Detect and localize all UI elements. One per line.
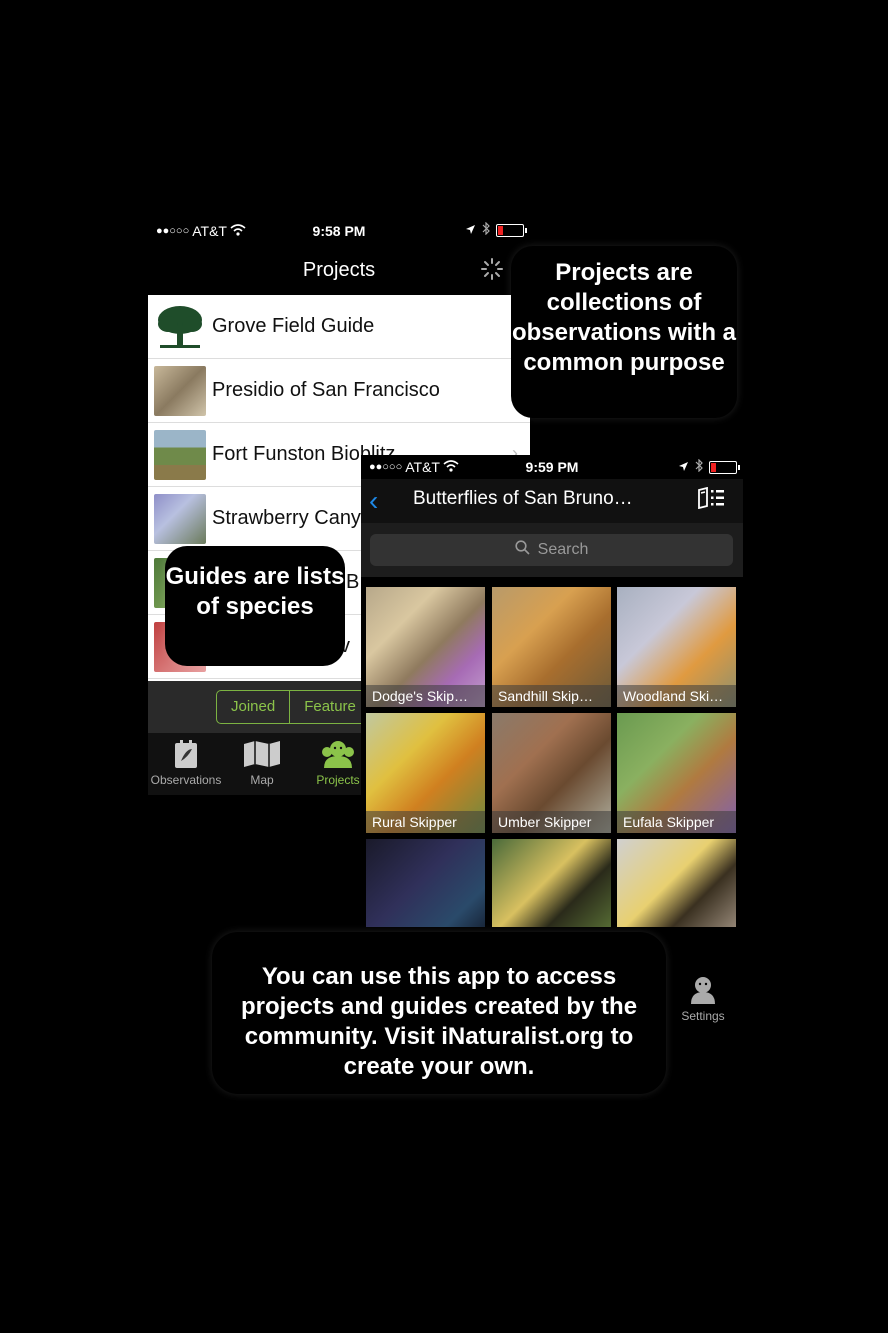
species-tile[interactable]: Sandhill Skip…: [492, 587, 611, 707]
search-icon: [515, 540, 530, 560]
tab-label: Settings: [681, 1009, 725, 1023]
project-label: Grove Field Guide: [212, 315, 375, 337]
project-label: v: [340, 635, 350, 657]
tab-map[interactable]: Map: [222, 739, 302, 787]
project-label: Strawberry Cany: [212, 507, 361, 529]
search-bar: Search: [361, 523, 743, 577]
nav-bar: Projects: [148, 247, 530, 295]
battery-icon: [496, 223, 527, 237]
bluetooth-icon: [695, 458, 703, 475]
bluetooth-icon: [482, 221, 490, 238]
people-icon: [298, 739, 378, 769]
project-label: B: [346, 571, 360, 593]
signal-icon: ●●○○○: [156, 225, 190, 237]
species-name: Woodland Ski…: [617, 685, 736, 707]
nav-bar: ‹ Butterflies of San Bruno…: [361, 479, 743, 523]
back-chevron-icon[interactable]: ‹: [369, 485, 379, 516]
tab-settings[interactable]: Settings: [663, 975, 743, 1023]
status-time: 9:58 PM: [312, 223, 366, 239]
species-tile[interactable]: Rural Skipper: [366, 713, 485, 833]
segmented-control: Joined Feature: [216, 690, 371, 724]
species-name: Dodge's Skip…: [366, 685, 485, 707]
person-icon: [663, 975, 743, 1005]
species-name: Umber Skipper: [492, 811, 611, 833]
community-callout: You can use this app to access projects …: [212, 932, 666, 1094]
carrier-label: AT&T: [405, 459, 440, 475]
species-grid: Dodge's Skip… Sandhill Skip… Woodland Sk…: [366, 587, 738, 927]
species-name: Rural Skipper: [366, 811, 485, 833]
list-item[interactable]: Fort Funston Bioblitz ›: [148, 423, 530, 487]
tree-icon: [154, 302, 206, 352]
location-icon: [465, 222, 476, 238]
project-thumbnail: [154, 493, 206, 544]
project-label: Fort Funston Bioblitz: [212, 443, 396, 465]
carrier-label: AT&T: [192, 223, 227, 239]
species-tile[interactable]: Eufala Skipper: [617, 713, 736, 833]
project-thumbnail: [154, 365, 206, 416]
projects-callout: Projects are collections of observations…: [511, 246, 737, 418]
tab-label: Projects: [316, 773, 360, 787]
search-placeholder: Search: [537, 541, 589, 558]
notebook-icon: [148, 739, 226, 769]
list-item[interactable]: Strawberry Cany: [148, 487, 530, 551]
species-name: Eufala Skipper: [617, 811, 736, 833]
project-thumbnail: [154, 429, 206, 480]
status-time: 9:59 PM: [525, 459, 579, 475]
tab-observations[interactable]: Observations: [148, 739, 226, 787]
species-tile[interactable]: n Tiger…: [617, 839, 736, 927]
loading-spinner-icon: [480, 257, 504, 281]
list-item[interactable]: Grove Field Guide ›: [148, 295, 530, 359]
tab-label: Observations: [150, 773, 222, 787]
tab-label: Map: [250, 773, 274, 787]
segment-featured[interactable]: Feature: [289, 691, 370, 723]
species-tile[interactable]: [492, 839, 611, 927]
search-input[interactable]: Search: [370, 534, 733, 566]
species-name: Sandhill Skip…: [492, 685, 611, 707]
species-tile[interactable]: [366, 839, 485, 927]
segment-joined[interactable]: Joined: [231, 698, 276, 715]
species-tile[interactable]: Dodge's Skip…: [366, 587, 485, 707]
guide-title: Butterflies of San Bruno…: [413, 488, 633, 509]
location-icon: [678, 459, 689, 475]
guide-menu-icon[interactable]: [697, 486, 725, 514]
battery-icon: [709, 460, 740, 474]
tab-projects[interactable]: Projects: [298, 739, 378, 787]
map-icon: [222, 739, 302, 769]
status-bar: ●●○○○ AT&T 9:59 PM: [361, 455, 743, 479]
project-label: Presidio of San Francisco: [212, 379, 440, 401]
status-bar: ●●○○○ AT&T 9:58 PM: [148, 215, 530, 247]
list-item[interactable]: Presidio of San Francisco ›: [148, 359, 530, 423]
page-title: Projects: [302, 259, 376, 281]
species-tile[interactable]: Woodland Ski…: [617, 587, 736, 707]
wifi-icon: [443, 459, 459, 475]
chevron-right-icon: ›: [512, 443, 518, 463]
wifi-icon: [230, 223, 246, 239]
signal-icon: ●●○○○: [369, 461, 403, 473]
species-tile[interactable]: Umber Skipper: [492, 713, 611, 833]
guides-callout: Guides are lists of species: [165, 546, 345, 666]
